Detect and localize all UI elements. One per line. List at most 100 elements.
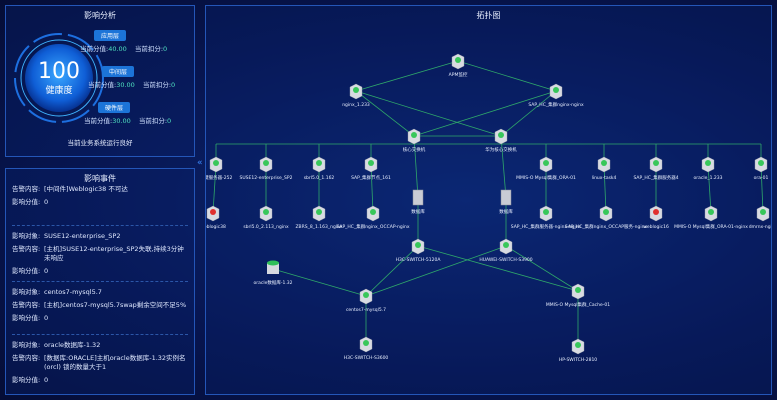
event-row: 告警内容: [主机]centos7-mysql5.7swap剩余空间不足5% (12, 301, 188, 310)
node-status (316, 209, 322, 215)
node-label: SAP_HC_集群服务器4 (633, 174, 678, 181)
event-value: [主机]SUSE12-enterprise_SP2失联,持续3分钟未响应 (44, 245, 184, 262)
event-key: 告警内容: (12, 185, 41, 193)
node-label: sbrl5.0_1.162 (304, 175, 335, 181)
event-value: [数据库:ORACLE]主机oracle数据库-1.32实例名(orcl) 锁的… (44, 354, 186, 371)
node-label: oracle数据库-1.32 (254, 279, 293, 286)
topology-link (365, 245, 507, 297)
topology-link (355, 90, 502, 137)
node-status (575, 287, 581, 293)
node-status (316, 160, 322, 166)
status-text: 当前业务系统运行良好 (67, 139, 133, 147)
panel-title: 影响事件 (84, 174, 116, 183)
score-label: 当前分值: (88, 81, 117, 89)
score-value: 30.00 (112, 117, 131, 125)
topology-link (413, 90, 557, 137)
node-status (503, 242, 509, 248)
event-key: 影响对象: (12, 288, 41, 296)
deduct-value: 0 (171, 81, 176, 89)
deduct-value: 0 (167, 117, 172, 125)
node-label: 华为核心交换机 (485, 146, 517, 153)
node-status (363, 340, 369, 346)
node-status (213, 160, 219, 166)
event-key: 影响分值: (12, 267, 41, 275)
score-label: 当前分值: (84, 117, 113, 125)
topology-link (365, 245, 419, 297)
event-row: 影响对象: oracle数据库-1.32 (12, 341, 188, 350)
node-status (543, 160, 549, 166)
node-status (601, 160, 607, 166)
event-key: 告警内容: (12, 354, 41, 362)
score-value: 40.00 (108, 45, 127, 53)
node-label: H3C-SWITCH-5120A (396, 257, 442, 263)
node-status (758, 160, 764, 166)
layer-badge: 中间层 (102, 66, 135, 77)
topology-link (603, 163, 607, 214)
node-status (553, 87, 559, 93)
node-label: MMIS-O Mysql集群_Cache-01 (546, 301, 610, 308)
node-label: 关键服务器-252 (206, 174, 232, 181)
node-label: MMIS-O Mysql集群_ORA-01-nginx (674, 223, 748, 230)
event-value: SUSE12-enterprise_SP2 (44, 232, 121, 240)
node-icon (267, 263, 279, 274)
gauge-core (25, 44, 93, 112)
node-label: SAP_HC_集群nginx_OCCAP-nginx (336, 223, 409, 230)
deduct-label: 当前扣分: (134, 45, 164, 53)
node-status (543, 209, 549, 215)
collapse-arrow[interactable]: « (197, 158, 203, 168)
event-value: [中间件]Weblogic38 不可达 (44, 185, 128, 193)
node-label: 核心交换机 (403, 146, 426, 153)
event-key: 告警内容: (12, 245, 41, 253)
health-gauge: 100 健康度 (14, 33, 104, 123)
topology-link (500, 90, 557, 137)
event-item: 影响对象: oracle数据库-1.32 告警内容: [数据库:ORACLE]主机or… (12, 334, 188, 389)
event-key: 影响分值: (12, 314, 41, 322)
event-key: 告警内容: (12, 301, 41, 309)
node-status (455, 57, 461, 63)
node-label: sbrl5.0_2.113_nginx (243, 224, 289, 230)
node-label: MMIS-O Mysql集群_ORA-01 (516, 174, 576, 181)
node-status (370, 209, 376, 215)
gauge-ring (14, 33, 104, 123)
topology-link (413, 135, 419, 199)
event-row: 告警内容: [中间件]Weblogic38 不可达 (12, 185, 188, 194)
impact-events-panel: 影响事件 告警内容: [中间件]Weblogic38 不可达 影响分值: 0 影响对象:… (5, 168, 195, 395)
event-item: 告警内容: [中间件]Weblogic38 不可达 影响分值: 0 (12, 185, 188, 211)
event-value: 0 (44, 198, 49, 206)
node-status (760, 209, 766, 215)
node-label: dmrnx-nginx (749, 224, 771, 230)
node-label: oracle_1.233 (694, 175, 723, 181)
deduct-value: 0 (163, 45, 168, 53)
event-value: 0 (44, 376, 49, 384)
event-value: [主机]centos7-mysql5.7swap剩余空间不足5% (44, 301, 187, 309)
node-icon (412, 189, 424, 206)
event-key: 影响分值: (12, 198, 41, 206)
node-label: weblogic38 (206, 224, 226, 230)
event-value: 0 (44, 267, 49, 275)
node-icon (500, 189, 512, 206)
event-item: 影响对象: centos7-mysql5.7 告警内容: [主机]centos7-my… (12, 281, 188, 327)
node-status (603, 209, 609, 215)
node-status (353, 87, 359, 93)
event-key: 影响分值: (12, 376, 41, 384)
topology-link (355, 60, 459, 92)
topology-link (272, 268, 367, 297)
topology-link (417, 245, 579, 292)
event-value: 0 (44, 314, 49, 322)
panel-title: 影响分析 (84, 11, 116, 20)
deduct-label: 当前扣分: (138, 117, 168, 125)
node-status (575, 342, 581, 348)
node-label: H3C-SWITCH-S3600 (344, 355, 389, 361)
score-label: 当前分值: (80, 45, 109, 53)
layer-badge: 硬件层 (98, 102, 131, 113)
panel-title: 拓扑图 (476, 11, 501, 20)
topology-link (505, 245, 579, 292)
node-label: centos7-mysql5.7 (346, 307, 386, 313)
deduct-label: 当前扣分: (142, 81, 172, 89)
node-label: SAP_HC_集群服务器-nginx-nginx (511, 223, 582, 230)
node-status (363, 292, 369, 298)
layer-scores: 当前分值:30.00 当前扣分:0 (84, 115, 179, 125)
topology-panel: 拓扑图 APM监控 nginx_1.233 SAP_HC_集群nginx-nginx… (205, 5, 772, 395)
layer-scores: 当前分值:30.00 当前扣分:0 (88, 79, 183, 89)
